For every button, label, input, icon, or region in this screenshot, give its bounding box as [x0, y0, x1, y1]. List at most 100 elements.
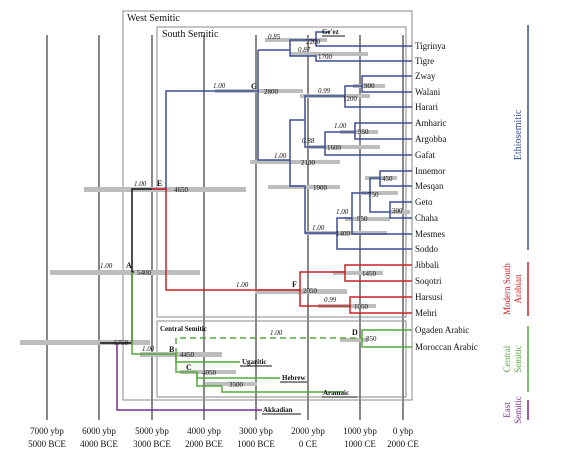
central-semitic-box	[156, 320, 407, 398]
geez-label: Ge'ez	[322, 28, 339, 36]
node-f: F	[292, 280, 297, 289]
leaf-argobba: Argobba	[415, 134, 446, 144]
msa-branches	[152, 188, 412, 314]
time-gridlines	[46, 35, 404, 420]
akkadian-label: Akkadian	[263, 406, 293, 414]
support-f: 1.00	[236, 281, 249, 289]
support-b: 1.00	[142, 345, 155, 353]
east-semitic-branch	[116, 343, 262, 411]
support-gafat: 0.88	[302, 137, 315, 145]
date-gafat: 1600	[327, 144, 342, 152]
ethiosemitic-branches	[152, 31, 412, 250]
leaf-soddo: Soddo	[415, 244, 439, 254]
leaf-harari: Harari	[415, 102, 438, 112]
axis-ybp-4000: 4000 ybp	[187, 426, 221, 436]
central-legend-line1: Central	[502, 345, 512, 372]
leaf-geto: Geto	[415, 197, 433, 207]
leaf-soqotri: Soqotri	[415, 276, 442, 286]
axis-era-2000ce: 2000 CE	[387, 439, 419, 449]
date-aramaic: 3500	[229, 381, 244, 389]
axis-ybp-6000: 6000 ybp	[82, 426, 116, 436]
hebrew-label: Hebrew	[282, 374, 307, 382]
axis-ybp-3000: 3000 ybp	[239, 426, 273, 436]
west-semitic-label: West Semitic	[127, 13, 180, 24]
date-g: 2800	[264, 88, 279, 96]
node-c: C	[186, 363, 192, 372]
leaf-mehri: Mehri	[415, 308, 437, 318]
msa-legend-line2: Arabian	[513, 274, 523, 303]
leaf-zway: Zway	[415, 71, 436, 81]
leaf-ogaden-arabic: Ogaden Arabic	[415, 325, 469, 335]
axis-ybp-1000: 1000 ybp	[343, 426, 377, 436]
support-walani-zway: 0.99	[318, 87, 331, 95]
leaf-harsusi: Harsusi	[415, 292, 443, 302]
date-root: 5750	[114, 339, 129, 347]
south-semitic-box	[156, 26, 407, 318]
ancient-underlines	[240, 35, 357, 415]
leaf-innemor: Innemor	[415, 166, 446, 176]
date-geto: 950	[357, 215, 368, 223]
date-geez: 2200	[306, 38, 321, 46]
ethiosemitic-legend: Ethiosemitic	[513, 109, 524, 160]
trunk-branches	[117, 188, 152, 344]
axis-era-1000bce: 1000 BCE	[237, 439, 275, 449]
central-legend-line2: Semitic	[513, 345, 523, 373]
central-semitic-branches	[131, 272, 412, 393]
msa-legend-line1: Modern South	[502, 263, 512, 315]
central-semitic-label: Central Semitic	[160, 325, 207, 333]
date-innemor: 450	[382, 175, 393, 183]
axis-ybp-5000: 5000 ybp	[135, 426, 169, 436]
arabic-dashed-branch	[175, 337, 362, 354]
date-c: 4050	[202, 369, 217, 377]
support-mesmes-soddo: 1.00	[312, 224, 325, 232]
date-mesmes: 1400	[336, 230, 351, 238]
axis-era-5000bce: 5000 BCE	[28, 439, 66, 449]
node-b: B	[169, 345, 175, 354]
date-mehri: 1050	[354, 303, 369, 311]
support-e: 1.00	[134, 180, 147, 188]
south-semitic-label: South Semitic	[162, 29, 219, 40]
support-d: 1.00	[270, 329, 283, 337]
support-mehri-harsusi: 0.99	[324, 296, 337, 304]
support-values: 1.00 0.85 0.87 0.99 1.00 0.88 1.00 1.00 …	[100, 33, 349, 353]
date-argobba: 950	[358, 128, 369, 136]
leaf-tigrinya: Tigrinya	[415, 41, 446, 51]
date-walani: 1200	[343, 95, 358, 103]
node-dates: 2200 1700 900 1200 2800 950 1600 2100 45…	[114, 38, 403, 389]
support-tigrinya-tigre: 0.87	[298, 46, 311, 54]
node-e: E	[157, 179, 162, 188]
leaf-chaha: Chaha	[415, 213, 438, 223]
support-gafat-group: 1.00	[274, 152, 287, 160]
date-tigre: 1700	[318, 53, 333, 61]
axis-era-1000ce: 1000 CE	[344, 439, 376, 449]
axis-era-2000bce: 2000 BCE	[185, 439, 223, 449]
axis-era-4000bce: 4000 BCE	[80, 439, 118, 449]
date-e: 4650	[174, 186, 189, 194]
x-axis: 7000 ybp 6000 ybp 5000 ybp 4000 ybp 3000…	[28, 426, 419, 449]
date-jibbali: 1450	[362, 270, 377, 278]
leaf-mesmes: Mesmes	[415, 229, 445, 239]
leaf-moroccan-arabic: Moroccan Arabic	[415, 342, 478, 352]
leaf-gafat: Gafat	[415, 150, 435, 160]
leaf-amharic: Amharic	[415, 118, 447, 128]
date-f: 2050	[303, 287, 318, 295]
axis-era-3000bce: 3000 BCE	[133, 439, 171, 449]
aramaic-label: Aramaic	[323, 389, 349, 397]
axis-era-0ce: 0 CE	[299, 439, 318, 449]
leaf-walani: Walani	[415, 87, 441, 97]
axis-ybp-0: 0 ybp	[393, 426, 414, 436]
support-a: 1.00	[100, 262, 113, 270]
leaf-jibbali: Jibbali	[415, 260, 439, 270]
leaf-labels: Tigrinya Tigre Zway Walani Harari Amhari…	[415, 41, 478, 352]
support-g: 1.00	[213, 82, 226, 90]
date-zway: 900	[364, 82, 375, 90]
date-d: 850	[366, 335, 377, 343]
support-chaha-group: 1.00	[336, 208, 349, 216]
east-legend-line2: Semitic	[513, 396, 523, 424]
axis-ybp-7000: 7000 ybp	[30, 426, 64, 436]
date-1900: 1900	[313, 184, 328, 192]
ugaritic-label: Ugaritic	[242, 358, 267, 366]
node-d: D	[352, 328, 358, 337]
date-gafat-group: 2100	[301, 159, 316, 167]
